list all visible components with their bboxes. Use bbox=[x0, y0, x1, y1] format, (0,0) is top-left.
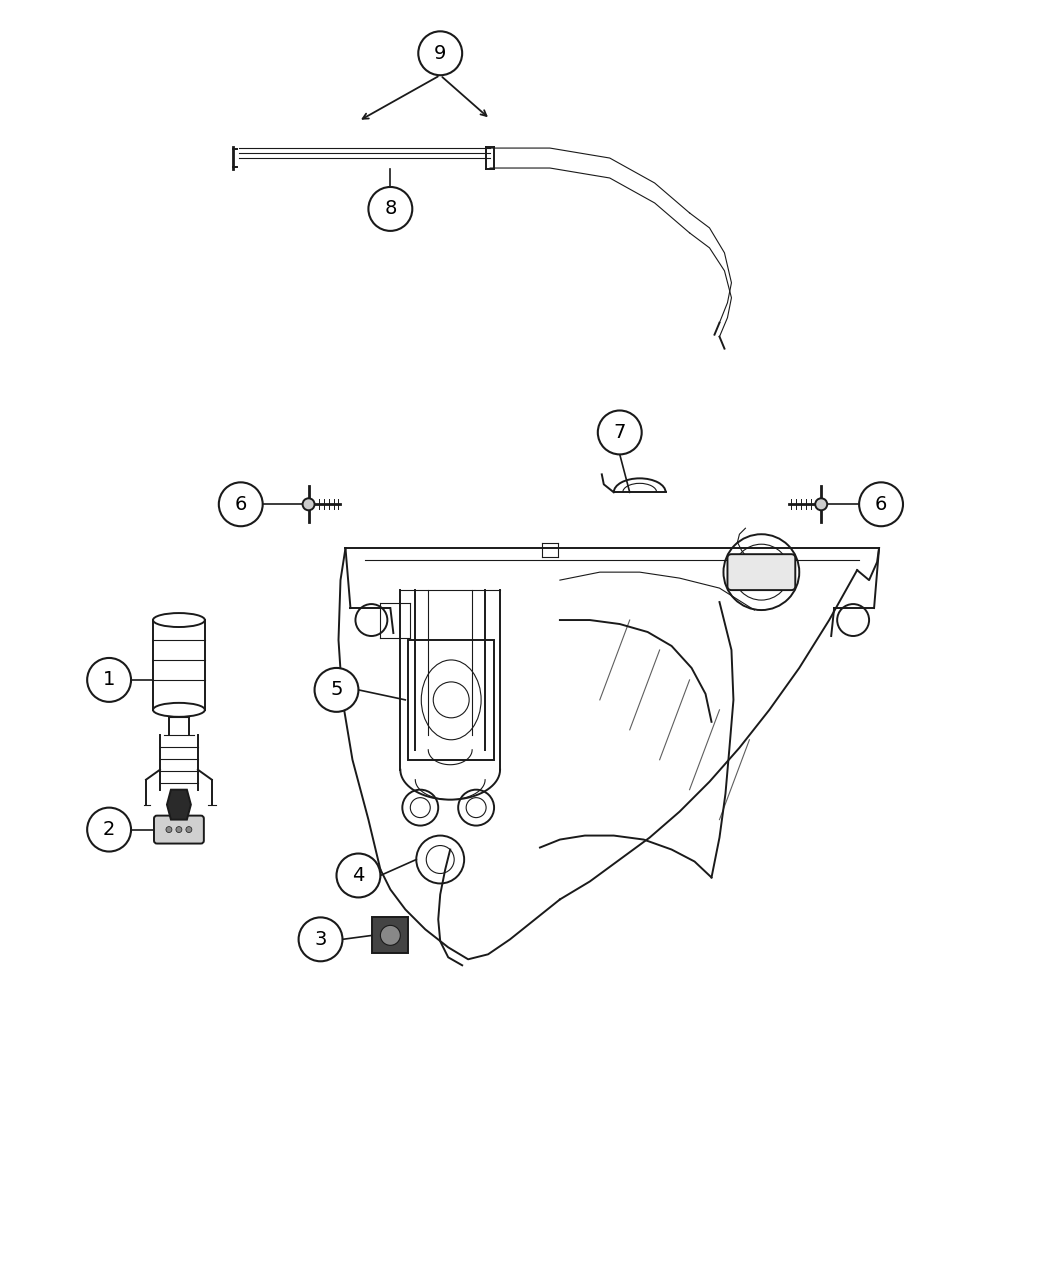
Circle shape bbox=[597, 411, 642, 454]
Text: 1: 1 bbox=[103, 671, 116, 690]
Text: 9: 9 bbox=[434, 43, 446, 62]
FancyBboxPatch shape bbox=[728, 555, 795, 590]
Circle shape bbox=[380, 926, 400, 945]
Text: 6: 6 bbox=[875, 495, 887, 514]
Circle shape bbox=[369, 187, 413, 231]
Text: 5: 5 bbox=[331, 681, 342, 700]
Polygon shape bbox=[167, 789, 191, 820]
Circle shape bbox=[336, 853, 380, 898]
Circle shape bbox=[186, 826, 192, 833]
Circle shape bbox=[298, 918, 342, 961]
Circle shape bbox=[166, 826, 172, 833]
Circle shape bbox=[418, 32, 462, 75]
Bar bbox=[373, 918, 408, 954]
Circle shape bbox=[302, 499, 315, 510]
Circle shape bbox=[815, 499, 827, 510]
Text: 6: 6 bbox=[234, 495, 247, 514]
FancyBboxPatch shape bbox=[154, 816, 204, 844]
Text: 8: 8 bbox=[384, 199, 397, 218]
Circle shape bbox=[176, 826, 182, 833]
Circle shape bbox=[859, 482, 903, 527]
Circle shape bbox=[87, 658, 131, 701]
Bar bbox=[408, 640, 495, 760]
Text: 7: 7 bbox=[613, 423, 626, 442]
Text: 2: 2 bbox=[103, 820, 116, 839]
Circle shape bbox=[87, 807, 131, 852]
Text: 4: 4 bbox=[352, 866, 364, 885]
Circle shape bbox=[315, 668, 358, 711]
Text: 3: 3 bbox=[314, 929, 327, 949]
Circle shape bbox=[218, 482, 262, 527]
